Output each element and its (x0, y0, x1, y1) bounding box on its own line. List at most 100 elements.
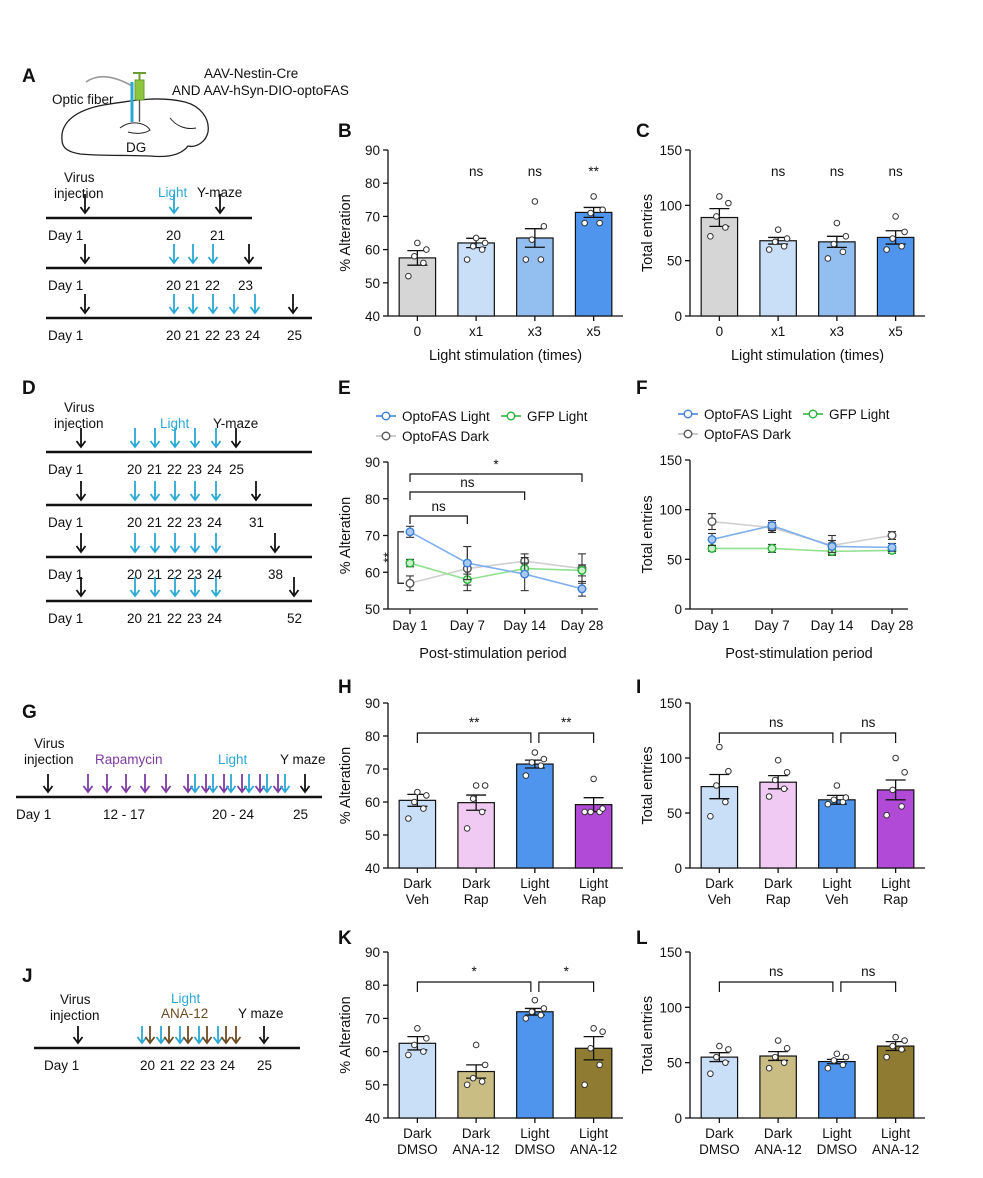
data-point (713, 213, 720, 220)
bar (457, 242, 495, 317)
side-significance-label: ** (381, 552, 396, 563)
data-point (411, 798, 418, 806)
virus-arrow-head (79, 256, 91, 265)
ymaze-arrow-head (250, 493, 262, 502)
virus-header-2: injection (50, 1008, 100, 1023)
data-point (590, 775, 597, 783)
x-tick-label: DMSO (817, 1142, 858, 1157)
timeline-day-label: 24 (207, 515, 223, 530)
significance-bracket (840, 981, 897, 992)
x-axis-label: Light stimulation (times) (731, 348, 884, 364)
y-tick-label: 150 (659, 945, 682, 960)
timeline-day-label: 22 (167, 611, 182, 626)
bar (700, 785, 739, 869)
ana12-arrow-head (163, 1036, 175, 1045)
data-point (423, 246, 430, 253)
y-tick-label: 90 (365, 945, 380, 960)
data-point (824, 255, 832, 262)
x-tick-label: Light (881, 1126, 911, 1141)
light-arrow-head (243, 785, 255, 794)
light-arrow-head (189, 545, 201, 554)
data-point (587, 1044, 594, 1052)
data-point (722, 1059, 729, 1066)
light-arrow-head (207, 256, 219, 265)
virus-arrow-head (72, 1036, 84, 1045)
rapamycin-arrow-head (120, 785, 132, 794)
legend-label: OptoFAS Light (704, 407, 792, 422)
y-tick-label: 40 (365, 861, 380, 876)
data-point (420, 259, 427, 267)
significance-label: ** (469, 715, 480, 730)
data-point (469, 1074, 477, 1082)
legend-marker (506, 411, 516, 421)
y-tick-label: 90 (365, 143, 380, 158)
data-point (901, 228, 908, 236)
y-axis-label: Total entries (640, 746, 656, 824)
legend-marker (683, 409, 693, 419)
data-point (780, 1059, 788, 1066)
timeline-day-label: 23 (187, 567, 202, 582)
bar (818, 1060, 856, 1119)
panel-letter-e: E (338, 378, 351, 399)
y-tick-label: 40 (365, 1111, 380, 1126)
data-point (590, 193, 597, 200)
y-tick-label: 60 (365, 795, 380, 810)
data-point (883, 1053, 890, 1061)
virus-arrow-head (75, 493, 87, 502)
x-tick-label: x1 (771, 324, 785, 339)
data-point (898, 803, 905, 810)
series-point (887, 542, 897, 552)
timeline-day-label: 21 (147, 515, 162, 530)
light-arrow-head (155, 1036, 167, 1045)
x-tick-label: ANA-12 (872, 1142, 919, 1157)
x-tick-label: Light (822, 1126, 852, 1141)
data-point (889, 786, 896, 794)
x-tick-label: Day 7 (754, 618, 789, 633)
y-tick-label: 0 (674, 309, 682, 324)
data-point (783, 1044, 791, 1052)
timeline-day-label: 23 (225, 328, 240, 343)
light-arrow-head (210, 440, 222, 449)
light-arrow-head (168, 206, 180, 215)
bar (574, 211, 613, 317)
ymaze-header: Y-maze (213, 416, 258, 431)
legend-label: OptoFAS Dark (704, 427, 791, 442)
series-point (707, 534, 717, 544)
timeline-day-label: 21 (147, 611, 162, 626)
data-point (774, 756, 782, 764)
panel-letter-l: L (636, 928, 648, 949)
significance-bracket (538, 981, 595, 992)
timeline-day-label: 20 (166, 328, 181, 343)
data-point (839, 1061, 847, 1069)
data-point (783, 235, 791, 242)
bar (398, 1042, 437, 1119)
bar (457, 802, 495, 869)
data-point (765, 246, 773, 253)
timeline-day-label: 20 (127, 462, 142, 477)
virus-header-2: injection (24, 752, 74, 767)
data-point (537, 762, 545, 770)
series-line (711, 524, 893, 549)
light-arrow-head (212, 1036, 224, 1045)
timeline-day-label: 24 (207, 462, 223, 477)
data-point (587, 808, 594, 816)
syringe-icon (134, 79, 145, 101)
data-point (463, 825, 471, 832)
virus-header-2: injection (54, 186, 104, 201)
data-point (783, 769, 791, 776)
series-point (707, 517, 717, 527)
legend-label: GFP Light (829, 407, 890, 422)
timeline-day-label: 23 (238, 278, 253, 293)
y-tick-label: 150 (659, 143, 682, 158)
bar (398, 799, 437, 869)
panel-letter-f: F (636, 378, 648, 399)
significance-label: ** (561, 715, 572, 730)
light-arrow-head (207, 785, 219, 794)
timeline-day-label: 22 (167, 515, 182, 530)
timeline-day-label: 31 (249, 515, 264, 530)
data-point (581, 808, 588, 816)
x-tick-label: Rap (581, 892, 606, 907)
data-point (716, 1042, 723, 1050)
bar (700, 1056, 739, 1119)
region-label: DG (126, 140, 146, 155)
